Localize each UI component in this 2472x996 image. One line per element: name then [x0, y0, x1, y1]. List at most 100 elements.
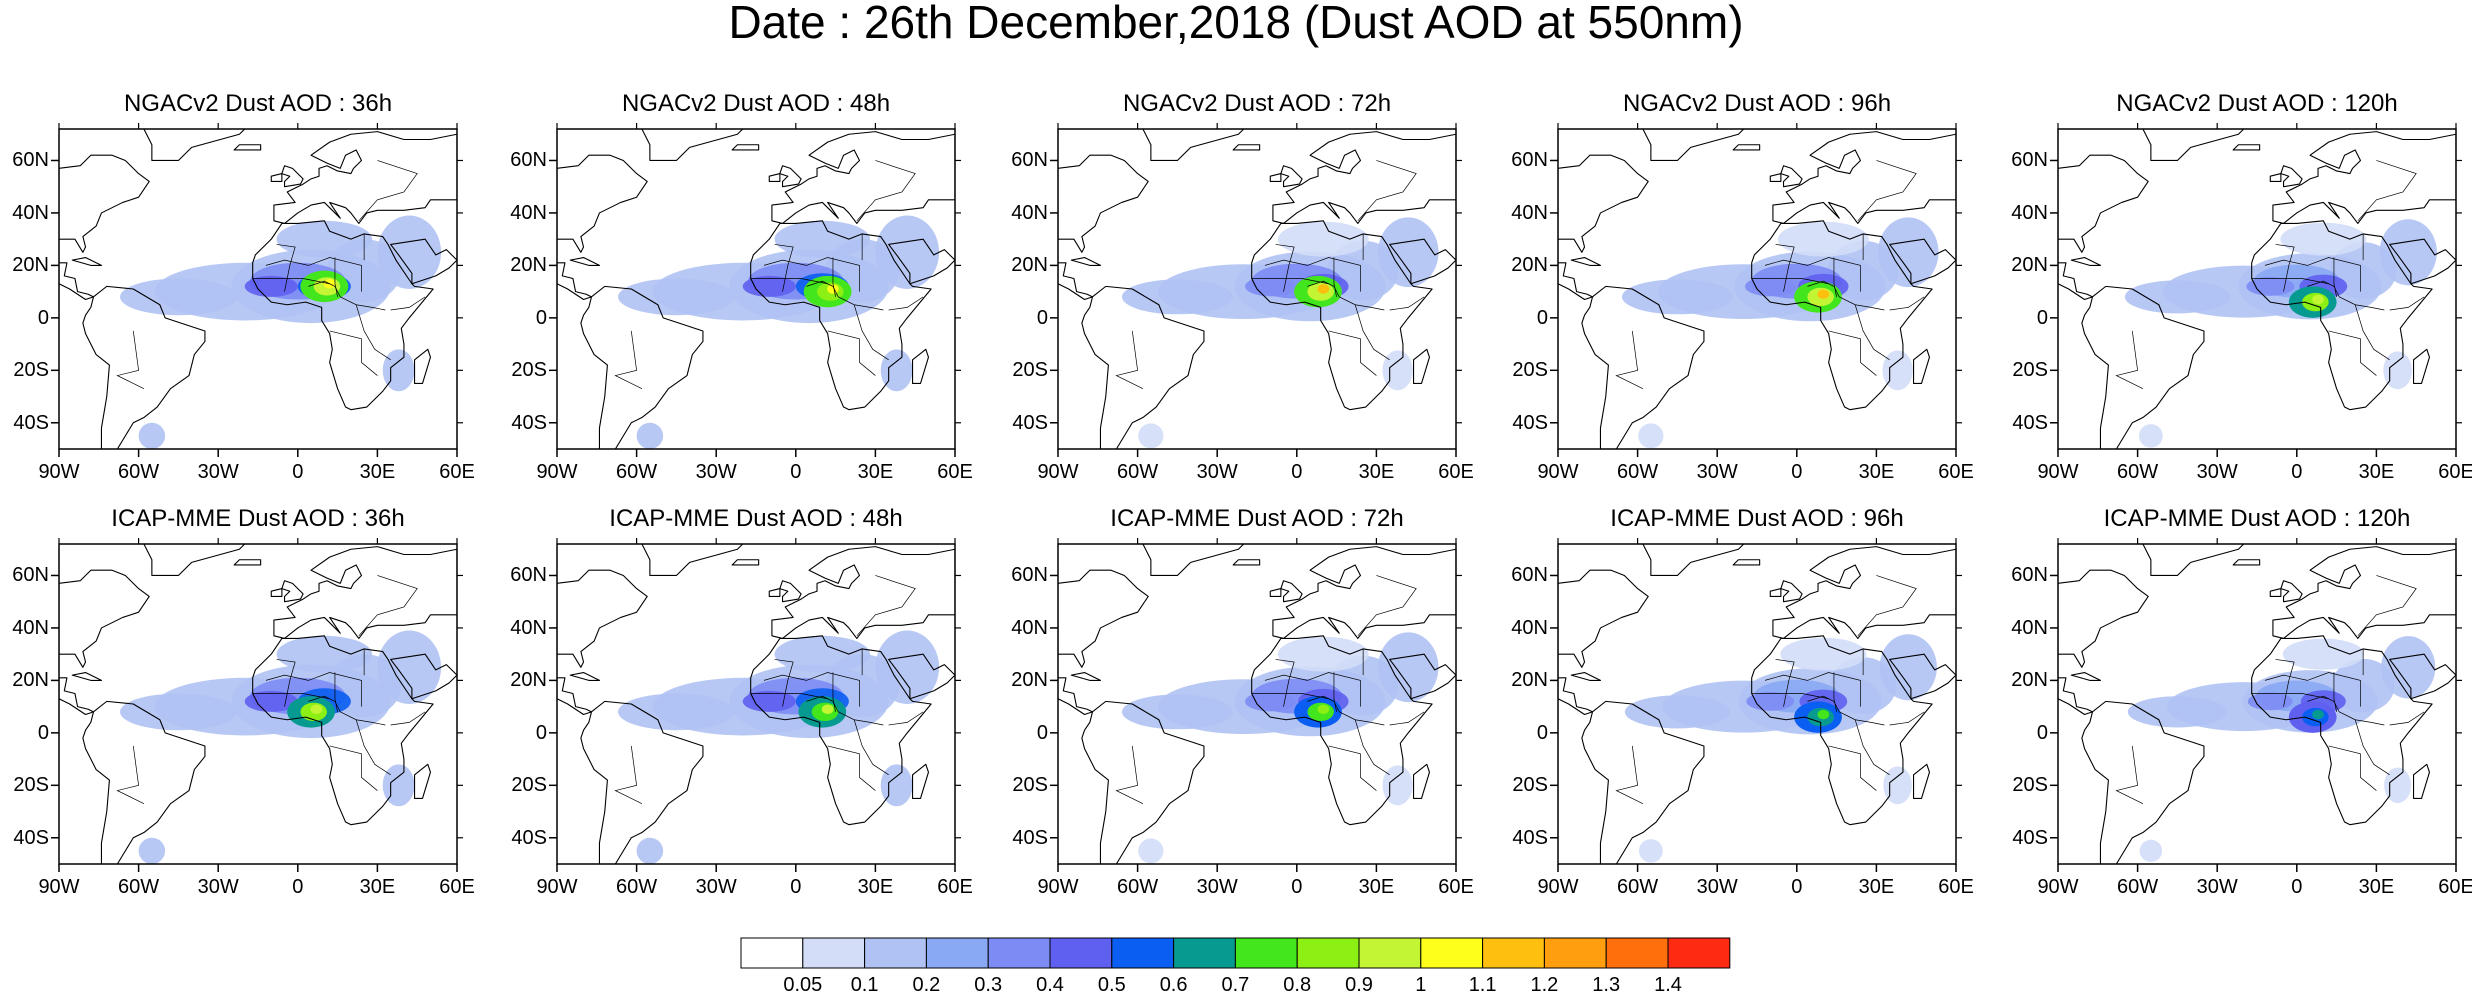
country-border [1764, 257, 1861, 292]
coastline [270, 173, 283, 183]
coastline [2081, 285, 2205, 449]
x-tick-label: 90W [38, 461, 80, 483]
country-border [614, 330, 643, 389]
dust-plume-area [2127, 696, 2228, 728]
panel-title: NGACv2 Dust AOD : 120h [2116, 90, 2398, 117]
country-border [1889, 711, 1925, 726]
x-tick-label: 60W [118, 876, 160, 898]
country-border [334, 257, 338, 297]
x-tick-label: 30E [1858, 876, 1895, 898]
coastline [1772, 131, 1956, 224]
coastline [2232, 559, 2261, 566]
country-border [2389, 296, 2425, 311]
coastline [888, 238, 955, 285]
x-tick-label: 0 [790, 876, 802, 898]
coastline [1570, 671, 1602, 681]
dust-core-max [1317, 284, 1330, 294]
country-border [1389, 296, 1425, 311]
map-frame [1057, 128, 1457, 450]
map-frame [2057, 543, 2457, 865]
coastline [1058, 569, 1149, 668]
coastline [281, 580, 304, 603]
dust-plume-area [2379, 219, 2437, 286]
coastline [413, 763, 432, 799]
x-tick-label: 0 [2291, 461, 2303, 483]
panel-title: ICAP-MME Dust AOD : 48h [609, 505, 903, 532]
panel-title: NGACv2 Dust AOD : 72h [1122, 90, 1392, 117]
coastline [1751, 635, 1933, 826]
colorbar-swatch [864, 937, 927, 969]
dust-plume-area [774, 220, 871, 258]
dust-core-max [827, 284, 839, 294]
country-border [2115, 330, 2144, 389]
x-tick-label: 30E [1858, 461, 1895, 483]
y-tick-label: 60N [1011, 564, 1048, 587]
x-tick-label: 60E [439, 876, 475, 898]
coastline [569, 256, 601, 266]
x-tick-label: 30E [857, 876, 894, 898]
country-border [2264, 257, 2361, 292]
y-tick-label: 40N [2011, 616, 2048, 639]
country-border [2251, 278, 2329, 285]
y-tick-label: 60N [1511, 564, 1548, 587]
y-tick-label: 20S [13, 359, 49, 382]
coastline [273, 546, 457, 639]
colorbar-swatch [925, 937, 989, 969]
country-border [116, 745, 145, 804]
dust-core-max [2312, 709, 2324, 720]
coastline [1889, 238, 1956, 285]
y-tick-label: 40N [510, 201, 547, 224]
country-border [2251, 693, 2329, 700]
country-border [1354, 304, 1390, 361]
coastline [143, 544, 246, 577]
coastline [2058, 569, 2149, 668]
coastline [911, 348, 930, 384]
dust-plume-area [377, 630, 442, 704]
country-border [355, 719, 391, 776]
country-border [856, 575, 916, 637]
country-border [355, 304, 391, 361]
colorbar-swatch [1358, 937, 1422, 969]
country-border [276, 244, 296, 292]
country-border [1275, 244, 1295, 292]
country-border [1357, 160, 1417, 222]
map-panel [1550, 123, 1962, 457]
y-tick-label: 40N [1511, 201, 1548, 224]
y-tick-label: 20S [511, 774, 547, 797]
x-tick-label: 0 [292, 461, 304, 483]
y-tick-label: 20N [1011, 254, 1048, 277]
coastline [1389, 653, 1456, 700]
coastline [1732, 559, 1761, 566]
x-tick-label: 0 [790, 461, 802, 483]
coastline [1251, 220, 1433, 411]
dust-plume-area [1877, 217, 1939, 288]
coastline [2058, 154, 2149, 253]
coastline [779, 580, 802, 603]
panel-title: ICAP-MME Dust AOD : 36h [111, 505, 405, 532]
x-tick-label: 60W [1117, 461, 1159, 483]
country-border [308, 695, 386, 726]
y-tick-label: 60N [510, 149, 547, 172]
dust-plume-area [2246, 276, 2295, 296]
dust-plume-area [1121, 279, 1233, 315]
map-panel [51, 538, 463, 872]
coastline [1558, 154, 1649, 253]
country-border [2307, 280, 2385, 311]
colorbar-label: 1.1 [1468, 974, 1497, 996]
country-border [827, 330, 876, 376]
dust-plume-area [1879, 634, 1937, 701]
coastline [1272, 131, 1456, 224]
coastline [2389, 238, 2456, 285]
country-border [358, 575, 418, 637]
x-tick-label: 60W [616, 876, 658, 898]
map-frame [556, 128, 956, 450]
coastline [641, 544, 744, 577]
country-border [1357, 575, 1417, 637]
coastline [1642, 544, 1745, 577]
coastline [1081, 285, 1205, 449]
colorbar-swatch [1667, 937, 1731, 969]
dust-core-max [1817, 289, 1830, 299]
y-tick-label: 0 [37, 306, 49, 329]
coastline [1558, 677, 1594, 716]
country-border [1275, 659, 1295, 707]
